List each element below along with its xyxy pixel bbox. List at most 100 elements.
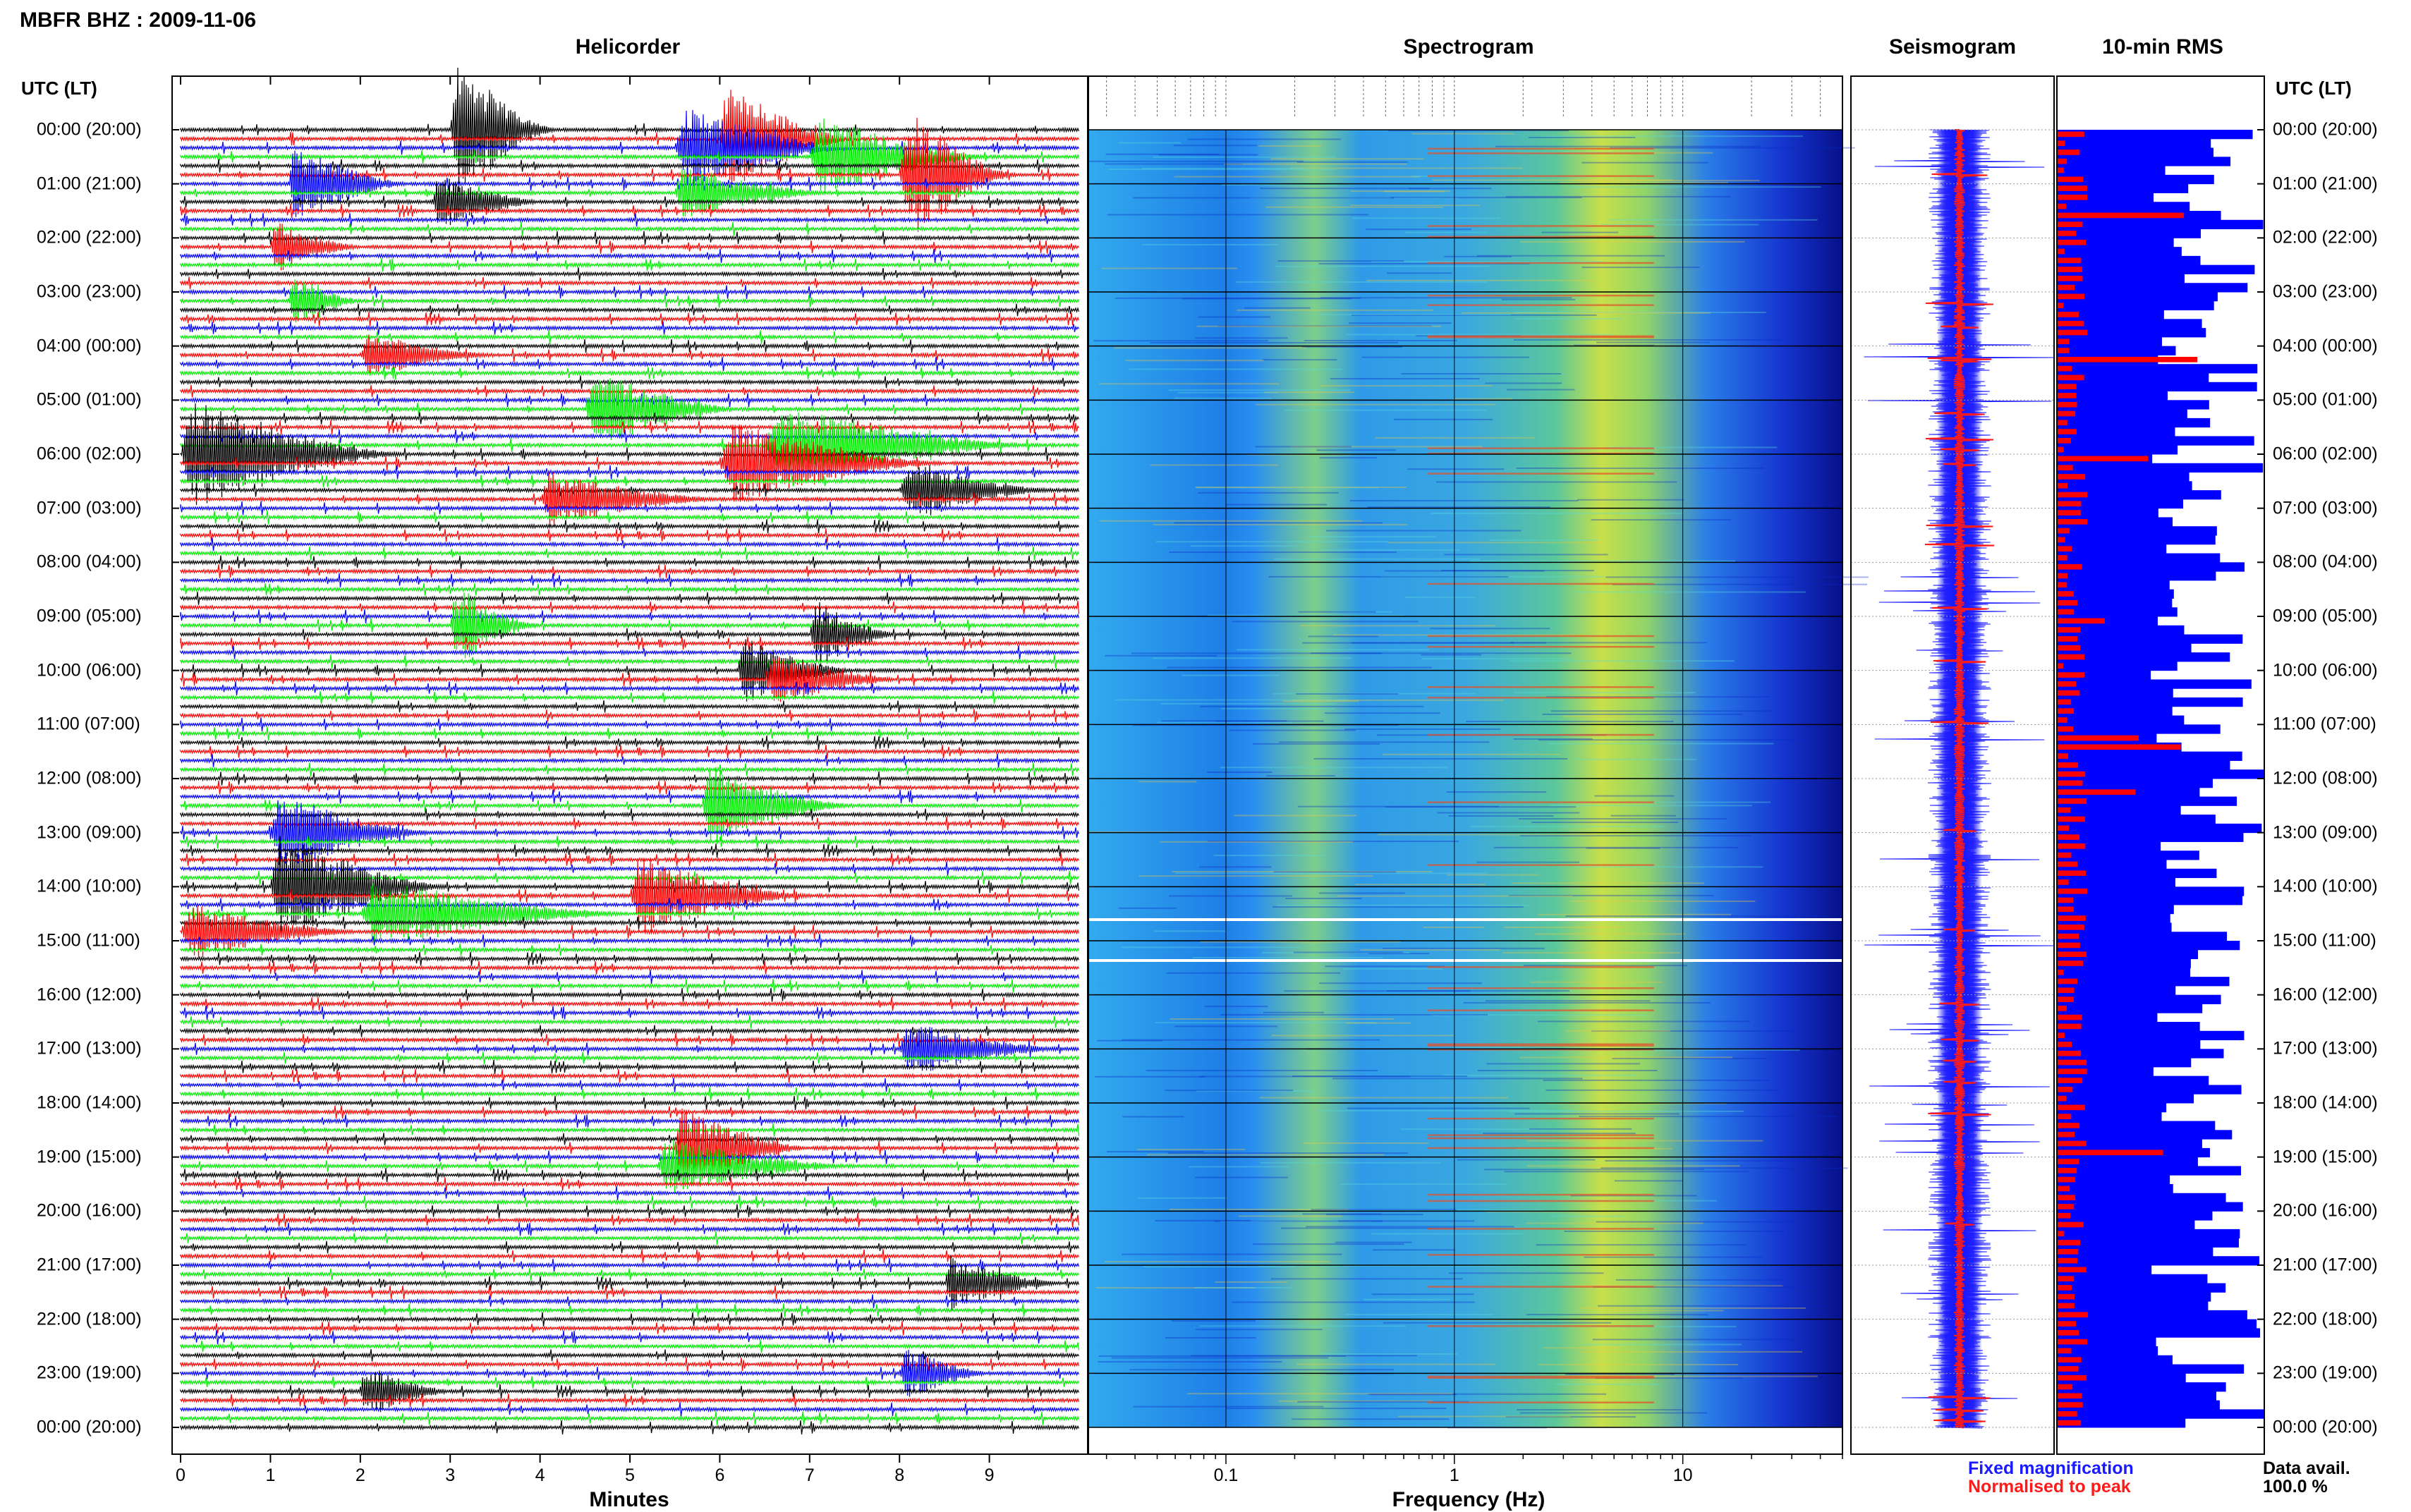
- rms-normalised-bar: [2057, 1249, 2079, 1255]
- spectrogram-streak: [1581, 267, 1700, 269]
- rms-fixed-bar: [2057, 183, 2189, 193]
- spectrogram-streak: [1213, 855, 1326, 857]
- spectrogram-streak: [1530, 981, 1663, 983]
- spectrogram-streak: [1612, 1057, 1768, 1059]
- spectrogram-streak: [1340, 1183, 1508, 1185]
- rms-normalised-bar: [2057, 1357, 2082, 1362]
- spectrogram-streak: [1437, 812, 1580, 814]
- helicorder-trace: [180, 1024, 1080, 1037]
- utc-axis-title-right: UTC (LT): [2276, 78, 2352, 99]
- spectrogram-streak: [1485, 382, 1562, 384]
- chart-title: MBFR BHZ : 2009-11-06: [20, 8, 257, 32]
- helicorder-trace: [180, 117, 1080, 232]
- rms-normalised-bar: [2057, 482, 2068, 489]
- rms-fixed-bar: [2057, 589, 2174, 599]
- utc-axis-title-left: UTC (LT): [21, 78, 97, 99]
- time-label-right: 18:00 (14:00): [2273, 1092, 2378, 1113]
- rms-fixed-bar: [2057, 1418, 2186, 1428]
- rms-normalised-bar: [2057, 978, 2078, 984]
- time-label-left: 16:00 (12:00): [37, 984, 142, 1005]
- spectrogram-streak: [1278, 1400, 1433, 1402]
- helicorder-trace: [180, 1168, 1080, 1183]
- helicorder-x-tick-label: 7: [804, 1465, 815, 1485]
- time-label-left: 00:00 (20:00): [37, 1417, 142, 1437]
- rms-normalised-bar: [2057, 303, 2064, 308]
- spectrogram-streak: [1138, 875, 1373, 877]
- rms-normalised-bar: [2057, 1114, 2072, 1119]
- time-label-left: 20:00 (16:00): [37, 1200, 142, 1221]
- helicorder-trace: [180, 248, 1080, 263]
- helicorder-trace: [180, 1177, 1080, 1191]
- spectrogram-streak: [1573, 591, 1806, 593]
- helicorder-trace: [180, 657, 1080, 702]
- spectrogram-event-line: [1428, 147, 1654, 150]
- rms-fixed-bar: [2057, 373, 2209, 383]
- helicorder-trace: [180, 1231, 1080, 1245]
- spectrogram-streak: [1507, 389, 1575, 391]
- spectrogram-streak: [1591, 519, 1732, 521]
- helicorder-x-tick-label: 9: [984, 1465, 995, 1485]
- rms-normalised-bar: [2057, 933, 2079, 939]
- rms-title: 10-min RMS: [2102, 35, 2223, 59]
- helicorder-trace: [180, 762, 1080, 776]
- rms-fixed-bar: [2057, 409, 2187, 419]
- spectrogram-event-line: [1428, 1228, 1654, 1230]
- rms-fixed-bar: [2057, 724, 2221, 734]
- helicorder-x-tick-label: 2: [355, 1465, 365, 1485]
- spectrogram-streak: [1401, 373, 1562, 375]
- helicorder-trace: [180, 1104, 1080, 1119]
- rms-fixed-bar: [2057, 1111, 2162, 1122]
- spectrogram-streak: [1509, 660, 1735, 662]
- spectrogram-streak: [1453, 398, 1513, 400]
- spectrogram-streak: [1195, 337, 1288, 339]
- spectrogram-streak: [1207, 772, 1273, 774]
- spectrogram-streak: [1350, 190, 1450, 193]
- spectrogram-streak: [1160, 702, 1337, 705]
- rms-fixed-bar: [2057, 1391, 2216, 1401]
- rms-fixed-bar: [2057, 706, 2173, 717]
- rms-fixed-bar: [2057, 760, 2230, 770]
- spectrogram-streak: [1217, 325, 1433, 327]
- spectrogram-streak: [1581, 161, 1708, 164]
- rms-normalised-bar: [2057, 1087, 2073, 1092]
- helicorder-trace: [180, 1015, 1080, 1029]
- spectrogram-streak: [1170, 1018, 1395, 1020]
- rms-normalised-bar: [2057, 563, 2082, 570]
- helicorder-trace: [180, 836, 1080, 938]
- spectrogram-streak: [1421, 658, 1573, 660]
- spectrogram-streak: [1338, 1220, 1475, 1222]
- spectrogram-streak: [1190, 545, 1300, 547]
- spectrogram-streak: [1204, 1006, 1268, 1008]
- spectrogram-streak: [1232, 1301, 1475, 1303]
- rms-normalised-bar: [2057, 609, 2075, 615]
- rms-normalised-bar: [2057, 1185, 2070, 1192]
- rms-normalised-bar: [2057, 519, 2088, 525]
- seismogram-fixed-trace: [1864, 129, 2055, 1429]
- spectrogram-streak: [1095, 1287, 1256, 1289]
- rms-fixed-bar: [2057, 499, 2183, 509]
- rms-normalised-bar: [2057, 167, 2065, 173]
- spectrogram-streak: [1167, 666, 1432, 669]
- spectrogram-streak: [1335, 1241, 1412, 1243]
- spectrogram-streak: [1330, 378, 1480, 380]
- rms-normalised-bar: [2057, 1330, 2079, 1336]
- spectrogram-streak: [1306, 1226, 1514, 1228]
- spectrogram-streak: [1160, 841, 1354, 843]
- rms-fixed-bar: [2057, 1193, 2226, 1203]
- helicorder-trace: [180, 1321, 1080, 1336]
- rms-fixed-bar: [2057, 1022, 2200, 1032]
- helicorder-trace: [180, 1027, 1080, 1071]
- spectrogram-streak: [1115, 297, 1361, 299]
- seismogram-title: Seismogram: [1888, 35, 2017, 59]
- spectrogram-streak: [1610, 1310, 1724, 1312]
- rms-fixed-bar: [2057, 886, 2245, 896]
- helicorder-trace: [180, 1213, 1080, 1228]
- helicorder-trace: [180, 753, 1080, 768]
- spectrogram-streak: [1301, 346, 1403, 348]
- spectrogram-streak: [1577, 499, 1684, 501]
- spectrogram-streak: [1366, 279, 1595, 281]
- spectrogram-streak: [1608, 219, 1818, 221]
- spectrogram-streak: [1174, 522, 1383, 524]
- spectrogram-streak: [1252, 743, 1380, 745]
- spectrogram-streak: [1538, 1364, 1738, 1366]
